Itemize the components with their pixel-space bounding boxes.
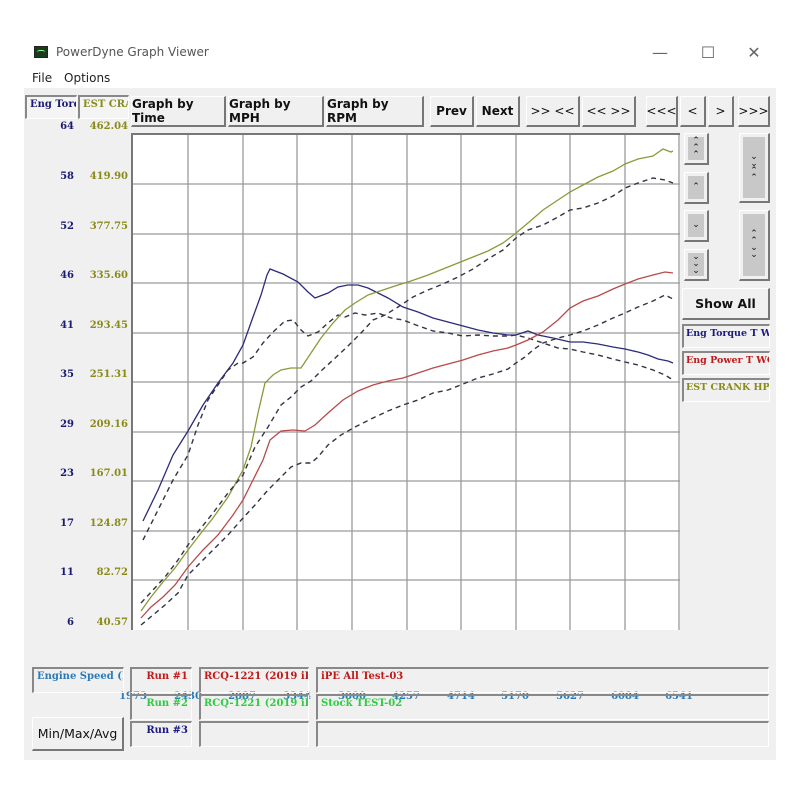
y-right-tick: 251.31 [89, 369, 128, 380]
expand-scale-button[interactable]: ⌃ ⌃ ⌄ ⌄ [739, 210, 770, 281]
y-left-tick: 52 [60, 221, 74, 232]
title-bar: PowerDyne Graph Viewer — ☐ ✕ [24, 37, 776, 69]
y-right-tick: 419.90 [89, 171, 128, 182]
y-left-tick: 23 [60, 468, 74, 479]
y-left-tick: 46 [60, 270, 74, 281]
run1-desc[interactable]: iPE All Test-03 [316, 667, 769, 693]
x-tick: 5170 [501, 691, 529, 702]
y-left-tick: 58 [60, 171, 74, 182]
y-left-tick: 11 [60, 567, 74, 578]
graph-by-time-button[interactable]: Graph by Time [131, 96, 226, 127]
chevron-down-icon: ⌄ [688, 214, 704, 237]
compress-scale-button[interactable]: ⌄ ⌄ ⌃ ⌃ [739, 133, 770, 203]
run2-name[interactable]: RCQ-1221 (2019 iPE, 1 [199, 694, 309, 720]
y-left-tick: 35 [60, 369, 74, 380]
x-tick: 6541 [665, 691, 693, 702]
scroll-down-fast-button[interactable]: ⌄ ⌄ ⌄ [684, 249, 709, 281]
chevron-up-icon: ⌃ [688, 176, 704, 199]
next-button[interactable]: Next [476, 96, 520, 127]
run2-label: Run #2 [130, 694, 192, 720]
torque-run2-line [142, 312, 674, 541]
x-tick: 3344 [283, 691, 311, 702]
y-right-tick: 462.04 [89, 121, 128, 132]
run1-label: Run #1 [130, 667, 192, 693]
x-tick: 2430 [174, 691, 202, 702]
scroll-left-button[interactable]: < [680, 96, 706, 127]
expand-chevrons-icon: ⌃ ⌃ ⌄ ⌄ [743, 214, 765, 276]
x-tick: 5627 [556, 691, 584, 702]
app-icon [34, 46, 48, 58]
scroll-up-fast-button[interactable]: ⌃ ⌃ ⌃ [684, 133, 709, 165]
y-right-tick: 40.57 [96, 617, 128, 628]
menu-options[interactable]: Options [64, 71, 111, 85]
legend-crank-hp[interactable]: EST CRANK HP [682, 378, 770, 402]
chart-plot-area[interactable] [131, 133, 680, 630]
y-right-tick: 377.75 [89, 221, 128, 232]
y-right-tick: 82.72 [96, 567, 128, 578]
show-all-button[interactable]: Show All [682, 288, 770, 320]
menu-bar: File Options [24, 69, 776, 88]
graph-by-mph-button[interactable]: Graph by MPH [228, 96, 324, 127]
triple-chevron-up-icon: ⌃ ⌃ ⌃ [688, 137, 704, 160]
scroll-far-left-button[interactable]: <<< [646, 96, 678, 127]
x-tick: 4257 [392, 691, 420, 702]
y-left-tick: 64 [60, 121, 74, 132]
min-max-avg-button[interactable]: Min/Max/Avg [32, 717, 124, 751]
y-left-tick: 41 [60, 320, 74, 331]
maximize-button[interactable]: ☐ [700, 43, 716, 62]
main-content: Eng Torq EST CRA Graph by Time Graph by … [24, 88, 776, 760]
x-tick: 1973 [119, 691, 147, 702]
y-left-tick: 29 [60, 419, 74, 430]
scroll-far-right-button[interactable]: >>> [738, 96, 770, 127]
legend-torque[interactable]: Eng Torque T WC [682, 324, 770, 348]
x-tick: 6084 [611, 691, 639, 702]
menu-file[interactable]: File [32, 71, 53, 85]
graph-by-rpm-button[interactable]: Graph by RPM [326, 96, 424, 127]
close-button[interactable]: ✕ [747, 43, 761, 62]
y-right-tick: 209.16 [89, 419, 128, 430]
compress-chevrons-icon: ⌄ ⌄ ⌃ ⌃ [743, 137, 765, 198]
y-right-tick: 167.01 [89, 468, 128, 479]
app-window: PowerDyne Graph Viewer — ☐ ✕ File Option… [24, 37, 776, 760]
x-tick: 2887 [228, 691, 256, 702]
triple-chevron-down-icon: ⌄ ⌄ ⌄ [688, 253, 704, 276]
zoom-in-button[interactable]: >> << [526, 96, 580, 127]
run3-name[interactable] [199, 721, 309, 747]
x-tick: 3800 [338, 691, 366, 702]
run2-desc[interactable]: Stock TEST-02 [316, 694, 769, 720]
window-title: PowerDyne Graph Viewer [56, 45, 209, 59]
chart-svg [133, 135, 680, 630]
x-channel-field[interactable]: Engine Speed (RI [32, 667, 124, 693]
crank-hp-run2-line [140, 177, 674, 604]
power-run1-line [140, 271, 674, 619]
y-right-tick: 124.87 [89, 518, 128, 529]
x-tick: 4714 [447, 691, 475, 702]
run3-desc[interactable] [316, 721, 769, 747]
legend-power[interactable]: Eng Power T WC [682, 351, 770, 375]
zoom-out-button[interactable]: << >> [582, 96, 636, 127]
grid-lines [133, 135, 680, 630]
right-axis-tab[interactable]: EST CRA [78, 95, 129, 119]
prev-button[interactable]: Prev [430, 96, 474, 127]
torque-run1-line [142, 268, 674, 522]
y-left-tick: 17 [60, 518, 74, 529]
y-right-tick: 335.60 [89, 270, 128, 281]
y-right-tick: 293.45 [89, 320, 128, 331]
run3-label: Run #3 [130, 721, 192, 747]
run1-name[interactable]: RCQ-1221 (2019 iPE, 1 [199, 667, 309, 693]
scroll-right-button[interactable]: > [708, 96, 734, 127]
minimize-button[interactable]: — [652, 43, 668, 62]
left-axis-tab[interactable]: Eng Torq [25, 95, 77, 119]
y-left-tick: 6 [67, 617, 74, 628]
scroll-down-button[interactable]: ⌄ [684, 210, 709, 242]
scroll-up-button[interactable]: ⌃ [684, 172, 709, 204]
power-run2-line [140, 294, 674, 626]
